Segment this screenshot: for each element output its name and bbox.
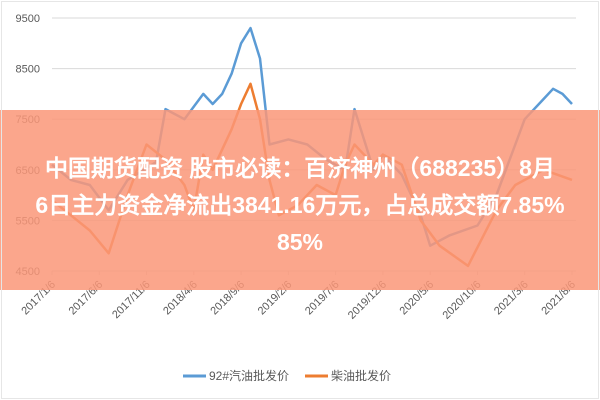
legend-label-gasoline: 92#汽油批发价: [209, 368, 289, 383]
headline-line-2: 6日主力资金净流出3841.16万元，占总成交额7.85%: [35, 192, 565, 218]
legend-label-diesel: 柴油批发价: [331, 368, 391, 383]
headline-line-3: 85%: [276, 229, 324, 255]
headline-text: 中国期货配资 股市必读：百济神州（688235）8月 6日主力资金净流出3841…: [0, 150, 600, 261]
headline-banner: [0, 110, 600, 290]
legend: 92#汽油批发价 柴油批发价: [183, 368, 391, 383]
headline-line-1: 中国期货配资 股市必读：百济神州（688235）8月: [45, 155, 555, 181]
y-tick-label: 9500: [16, 13, 40, 25]
y-tick-label: 8500: [16, 64, 40, 76]
